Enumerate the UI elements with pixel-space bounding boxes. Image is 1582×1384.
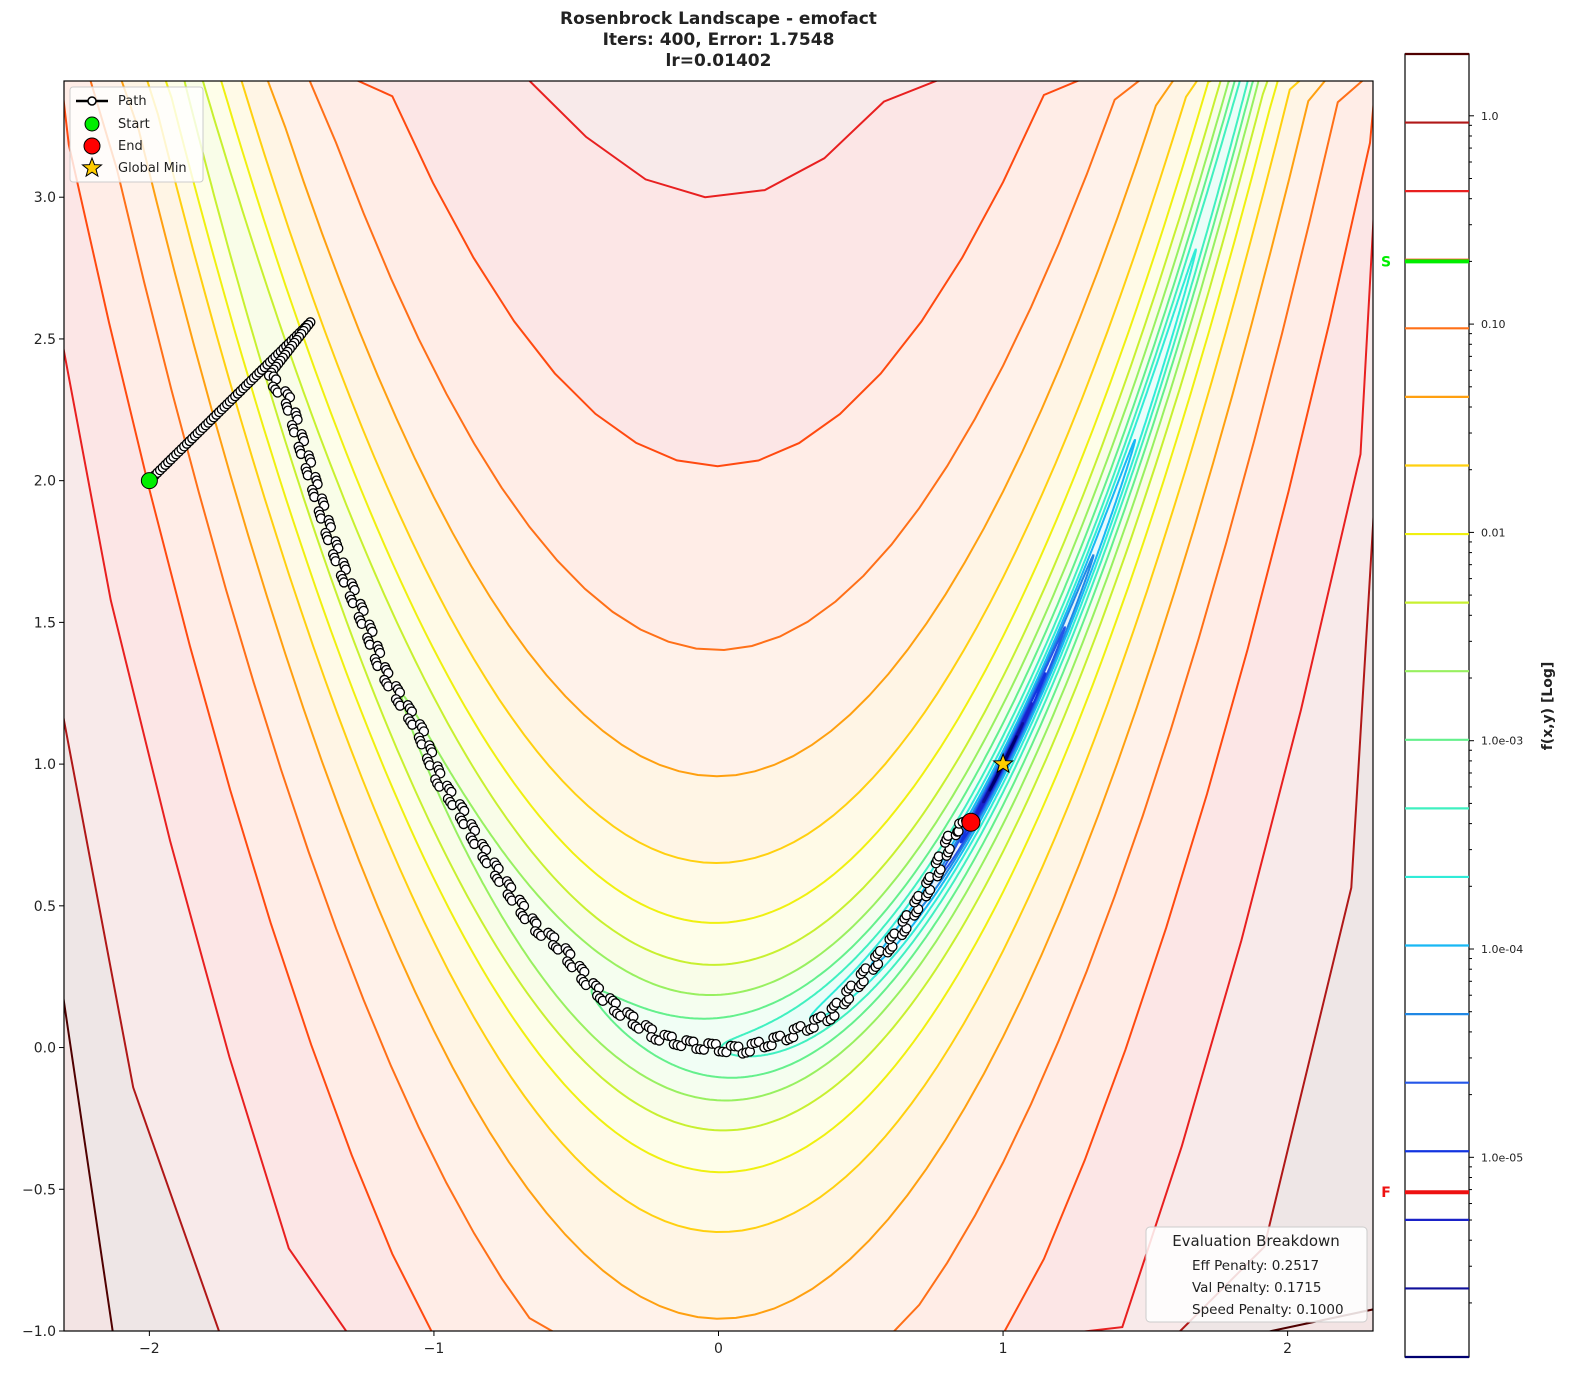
colorbar-tick-label: 0.01 [1481, 526, 1506, 539]
contour-line [164, 81, 1279, 1174]
colorbar-tick-label: 0.10 [1481, 318, 1506, 331]
title-line-1: Rosenbrock Landscape - emofact [560, 9, 877, 29]
colorbar-marker-label: F [1381, 1185, 1391, 1201]
legend-box [69, 86, 204, 183]
x-tick-label: −2 [139, 1341, 160, 1357]
y-tick-label: 1.5 [34, 615, 56, 631]
contour-line [988, 735, 1018, 792]
breakdown-box [1145, 1226, 1368, 1323]
contour-line [64, 81, 1373, 1331]
breakdown-speed-penalty: Speed Penalty: 0.1000 [1192, 1302, 1344, 1318]
legend: Path Start End Global Min [69, 86, 204, 183]
colorbar-tick-label: 1.0 [1481, 110, 1499, 123]
global-min-marker [992, 752, 1014, 774]
x-tick-label: 2 [1283, 1341, 1292, 1357]
colorbar-label: f(x,y) [Log] [1540, 662, 1556, 751]
legend-item-global-min: Global Min [81, 156, 187, 178]
evaluation-breakdown: Evaluation Breakdown Eff Penalty: 0.2517… [1145, 1226, 1368, 1323]
y-tick-label: −0.5 [22, 1182, 56, 1198]
y-tick-label: 2.5 [34, 332, 56, 348]
legend-item-path: Path [76, 94, 147, 109]
start-marker [140, 472, 158, 490]
axes: −2 −1 0 1 2 −1.0 −0.5 0.0 0.5 1.0 1.5 2.0 2.5 3.0 [22, 190, 1292, 1357]
contour-lines [64, 81, 1373, 1331]
x-tick-label: −1 [424, 1341, 445, 1357]
contour-line [146, 81, 1301, 1234]
chart-title: Rosenbrock Landscape - emofact Iters: 40… [64, 9, 1373, 72]
colorbar-tick-label: 1.0e-05 [1481, 1151, 1523, 1164]
y-tick-label: 2.0 [34, 474, 56, 490]
legend-label-global-min: Global Min [118, 161, 187, 176]
breakdown-title: Evaluation Breakdown [1172, 1232, 1340, 1250]
contour-line [120, 81, 1327, 1320]
legend-label-end: End [118, 139, 143, 154]
x-tick-label: 0 [714, 1341, 723, 1357]
contour-fill [90, 81, 1363, 1331]
y-tick-label: 3.0 [34, 190, 56, 206]
legend-label-start: Start [118, 117, 150, 132]
colorbar: f(x,y) [Log] 1.0 0.10 0.01 1.0e-03 1.0e-04 1.… [1381, 52, 1556, 1359]
breakdown-val-penalty: Val Penalty: 0.1715 [1192, 1280, 1321, 1296]
colorbar-tick-label: 1.0e-04 [1481, 943, 1523, 956]
legend-item-end: End [83, 137, 143, 155]
end-marker [961, 812, 981, 832]
y-tick-label: −1.0 [22, 1324, 56, 1340]
contour-line [590, 81, 1255, 1079]
end-marker-icon [83, 137, 101, 155]
contour-line [89, 81, 1364, 1331]
breakdown-eff-penalty: Eff Penalty: 0.2517 [1192, 1258, 1319, 1274]
colorbar-frame [1404, 53, 1470, 1358]
title-line-2: Iters: 400, Error: 1.7548 [602, 30, 835, 50]
y-tick-label: 1.0 [34, 757, 56, 773]
path-marker-icon [87, 96, 97, 106]
optimizer-path [144, 317, 978, 1059]
title-line-3: lr=0.01402 [665, 51, 772, 71]
start-marker-icon [84, 116, 100, 132]
contour-line [183, 81, 1269, 1132]
legend-item-start: Start [84, 116, 150, 132]
y-tick-label: 0.0 [34, 1041, 56, 1057]
colorbar-marker-label: S [1381, 254, 1391, 270]
colorbar-tick-label: 1.0e-03 [1481, 735, 1523, 748]
contour-fill [184, 81, 1268, 1131]
x-tick-label: 1 [999, 1341, 1008, 1357]
legend-label-path: Path [118, 94, 147, 109]
point-markers [140, 472, 1014, 832]
star-icon [81, 156, 103, 178]
y-tick-label: 0.5 [34, 899, 56, 915]
